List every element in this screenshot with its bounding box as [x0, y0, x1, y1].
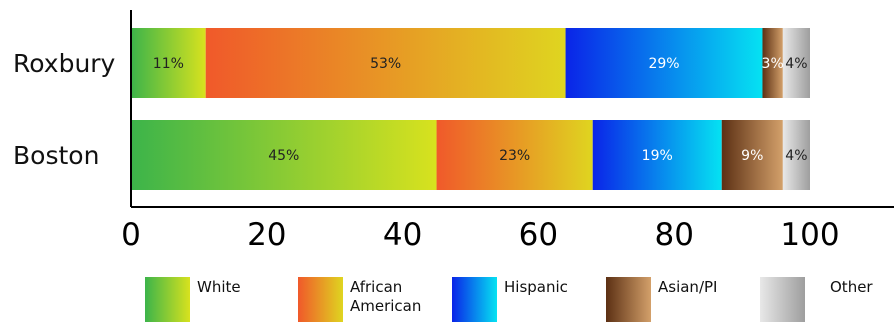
bar-segment-boston-other — [782, 120, 810, 190]
segment-label: 9% — [741, 148, 763, 164]
x-tick-label: 60 — [519, 217, 558, 253]
bar-segment-boston-asian-pi — [721, 120, 783, 190]
legend-label: White — [197, 278, 241, 296]
x-tick-label: 100 — [780, 217, 839, 253]
bar-segment-roxbury-white — [131, 28, 206, 98]
legend-item-other: Other — [760, 277, 873, 322]
legend-label: American — [350, 297, 421, 315]
segment-label: 53% — [370, 56, 401, 72]
category-label-roxbury: Roxbury — [13, 49, 116, 78]
legend-swatch — [452, 277, 497, 322]
axes-layer — [130, 10, 894, 208]
bar-segment-boston-african-american — [436, 120, 593, 190]
legend-label: African — [350, 278, 402, 296]
category-label-boston: Boston — [13, 141, 99, 170]
legend-label: Asian/PI — [658, 278, 717, 296]
bar-segment-boston-hispanic — [592, 120, 722, 190]
x-tick-label: 40 — [383, 217, 422, 253]
segment-label: 4% — [785, 56, 807, 72]
legend-swatch — [606, 277, 651, 322]
x-tick-label: 0 — [121, 217, 141, 253]
segment-label: 29% — [648, 56, 679, 72]
legend-swatch — [760, 277, 805, 322]
segment-label: 19% — [642, 148, 673, 164]
tick-labels-layer: 0 20 40 60 80 100 — [121, 217, 839, 253]
segment-label: 45% — [268, 148, 299, 164]
legend-label: Hispanic — [504, 278, 568, 296]
bar-segment-roxbury-african-american — [205, 28, 566, 98]
x-tick-label: 20 — [247, 217, 286, 253]
category-labels-layer: Roxbury Boston — [13, 49, 116, 170]
segment-label: 4% — [785, 148, 807, 164]
x-tick-label: 80 — [654, 217, 693, 253]
legend-swatch — [298, 277, 343, 322]
segment-label: 11% — [153, 56, 184, 72]
legend-item-white: White — [145, 277, 241, 322]
segment-label: 23% — [499, 148, 530, 164]
legend-swatch — [145, 277, 190, 322]
legend-item-hispanic: Hispanic — [452, 277, 568, 322]
legend-label: Other — [830, 278, 873, 296]
segment-label: 3% — [762, 56, 784, 72]
bar-segment-roxbury-other — [782, 28, 810, 98]
bar-segment-roxbury-asian-pi — [762, 28, 783, 98]
bars-layer — [131, 28, 810, 190]
bar-segment-roxbury-hispanic — [565, 28, 763, 98]
legend-item-asian-pi: Asian/PI — [606, 277, 717, 322]
bar-segment-boston-white — [131, 120, 437, 190]
segment-labels-layer: 11% 53% 29% 3% 4%45% 23% 19% 9% 4% — [153, 56, 808, 164]
